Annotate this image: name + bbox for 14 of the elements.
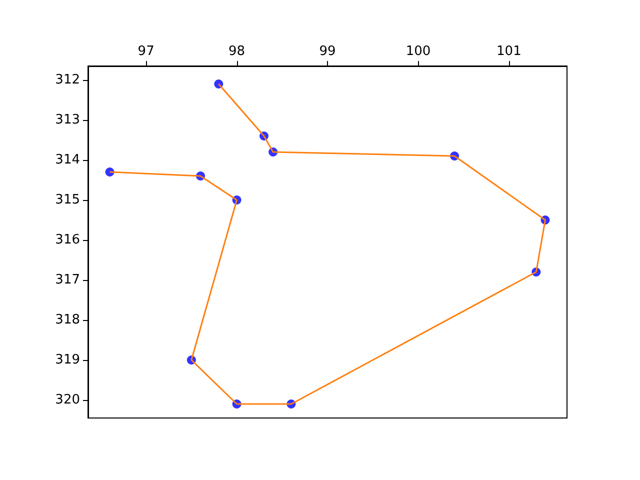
y-tick-label: 317 bbox=[55, 272, 80, 288]
x-tick-label: 97 bbox=[138, 44, 154, 59]
x-tick-label: 99 bbox=[319, 44, 336, 59]
y-tick-label: 320 bbox=[55, 392, 80, 408]
x-tick-label: 98 bbox=[228, 44, 246, 59]
y-tick-label: 316 bbox=[55, 232, 80, 248]
y-tick-label: 319 bbox=[55, 352, 80, 368]
y-tick-label: 314 bbox=[55, 152, 80, 168]
x-tick-label: 101 bbox=[496, 44, 522, 59]
y-tick-label: 318 bbox=[55, 312, 80, 328]
y-tick-label: 313 bbox=[55, 112, 80, 128]
y-tick-label: 312 bbox=[55, 72, 80, 88]
x-tick-label: 100 bbox=[406, 44, 431, 59]
y-tick-label: 315 bbox=[55, 192, 80, 208]
